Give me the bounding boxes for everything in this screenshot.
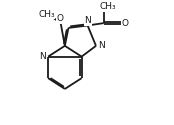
- Text: N: N: [84, 16, 91, 25]
- Text: O: O: [57, 14, 64, 23]
- Text: N: N: [99, 41, 105, 50]
- Text: O: O: [122, 19, 129, 28]
- Text: N: N: [39, 52, 46, 61]
- Text: CH₃: CH₃: [99, 2, 116, 11]
- Text: CH₃: CH₃: [38, 10, 55, 19]
